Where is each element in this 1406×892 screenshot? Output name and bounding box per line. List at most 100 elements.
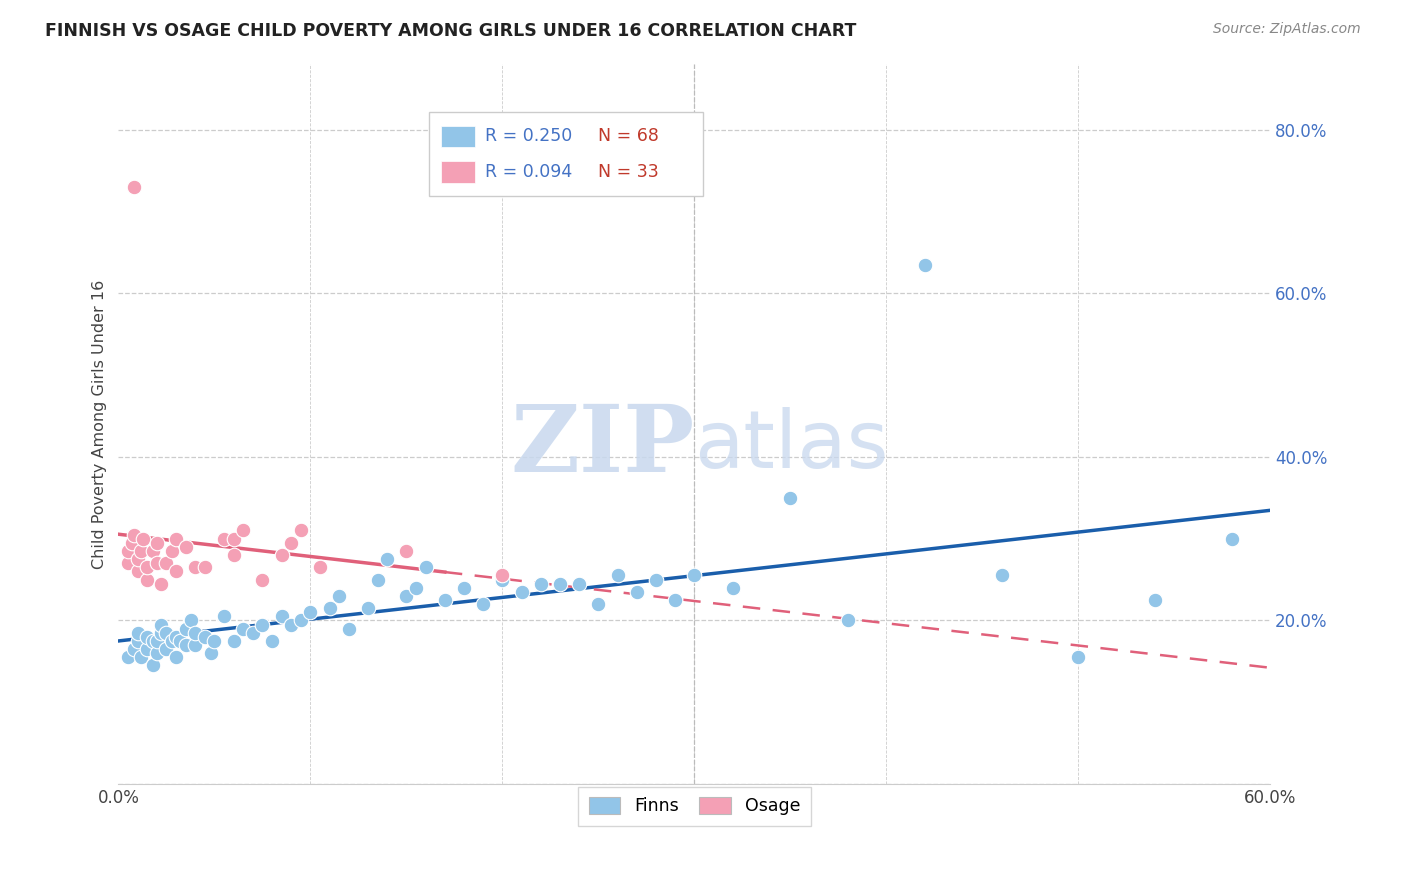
Point (395, 544, 418, 558)
Point (232, 524, 254, 538)
Text: N = 33: N = 33 (598, 163, 658, 181)
Point (160, 544, 183, 558)
Point (270, 609, 292, 624)
Text: ZIP: ZIP (510, 401, 695, 491)
Point (136, 573, 159, 587)
Point (837, 614, 859, 628)
Point (375, 552, 398, 566)
Point (132, 532, 155, 546)
Point (367, 573, 389, 587)
Point (136, 642, 159, 657)
Text: R = 0.250: R = 0.250 (485, 128, 572, 145)
Point (184, 638, 207, 652)
Point (117, 650, 139, 665)
Point (117, 544, 139, 558)
Point (127, 565, 149, 579)
Point (309, 560, 332, 574)
Point (395, 589, 418, 603)
Point (122, 642, 145, 657)
Point (990, 568, 1012, 582)
Point (606, 568, 628, 582)
Point (136, 630, 159, 644)
Point (222, 633, 245, 648)
Point (165, 532, 187, 546)
Point (491, 568, 513, 582)
Point (142, 658, 165, 673)
Point (127, 552, 149, 566)
Point (252, 617, 274, 632)
Point (146, 535, 169, 549)
Point (149, 617, 172, 632)
Point (142, 633, 165, 648)
Point (127, 633, 149, 648)
Point (530, 576, 553, 591)
Point (131, 650, 153, 665)
Point (155, 642, 177, 657)
Point (194, 560, 217, 574)
Text: Source: ZipAtlas.com: Source: ZipAtlas.com (1213, 22, 1361, 37)
Point (117, 556, 139, 570)
Point (200, 646, 222, 660)
Point (1220, 532, 1243, 546)
Point (222, 532, 245, 546)
Point (184, 560, 207, 574)
Point (184, 625, 207, 640)
Point (155, 556, 177, 570)
Point (242, 625, 264, 640)
Point (260, 633, 283, 648)
Text: R = 0.094: R = 0.094 (485, 163, 572, 181)
Point (453, 581, 475, 595)
Point (491, 573, 513, 587)
Point (136, 560, 159, 574)
Point (299, 605, 322, 619)
Point (232, 622, 254, 636)
Point (194, 630, 217, 644)
Point (122, 179, 145, 194)
Point (290, 614, 312, 628)
Point (914, 258, 936, 272)
Point (146, 633, 169, 648)
Text: FINNISH VS OSAGE CHILD POVERTY AMONG GIRLS UNDER 16 CORRELATION CHART: FINNISH VS OSAGE CHILD POVERTY AMONG GIR… (45, 22, 856, 40)
Point (180, 614, 202, 628)
Text: N = 68: N = 68 (598, 128, 658, 145)
Point (280, 535, 302, 549)
Point (510, 584, 533, 599)
Point (588, 597, 610, 611)
Point (1067, 650, 1090, 665)
Point (142, 544, 165, 558)
Point (683, 568, 706, 582)
Text: atlas: atlas (695, 407, 889, 484)
Point (433, 593, 456, 607)
Point (548, 576, 571, 591)
Point (212, 609, 235, 624)
Point (415, 560, 437, 574)
Point (645, 573, 668, 587)
Legend: Finns, Osage: Finns, Osage (578, 787, 810, 826)
Point (155, 625, 177, 640)
Point (165, 630, 187, 644)
Point (127, 625, 149, 640)
Point (122, 527, 145, 541)
Point (472, 597, 495, 611)
Point (626, 584, 648, 599)
Point (318, 601, 340, 615)
Point (357, 601, 380, 615)
Point (328, 589, 350, 603)
Point (131, 544, 153, 558)
Point (405, 581, 427, 595)
Point (721, 581, 744, 595)
Point (149, 576, 172, 591)
Point (121, 535, 143, 549)
Point (1144, 593, 1167, 607)
Point (222, 548, 245, 562)
Point (149, 625, 172, 640)
Point (568, 576, 591, 591)
Point (169, 633, 191, 648)
Point (664, 593, 686, 607)
Point (290, 524, 312, 538)
Point (204, 633, 226, 648)
Point (270, 548, 292, 562)
Point (165, 650, 187, 665)
Point (280, 617, 302, 632)
Point (252, 573, 274, 587)
